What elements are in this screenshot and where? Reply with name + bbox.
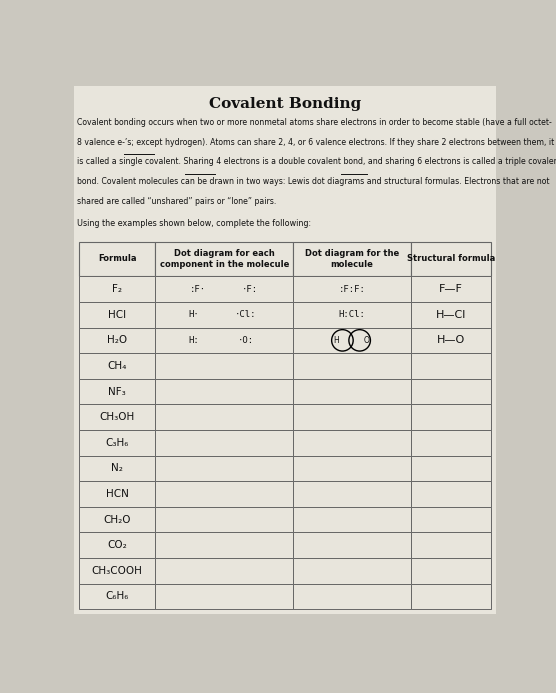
Text: H—Cl: H—Cl [435,310,466,319]
Bar [155,584,293,609]
Text: NF₃: NF₃ [108,387,126,396]
Text: Dot diagram for the
molecule: Dot diagram for the molecule [305,249,399,269]
Text: CH₄: CH₄ [107,361,127,371]
Text: HCl: HCl [108,310,126,319]
Bar [79,277,155,302]
Text: HCN: HCN [106,489,128,499]
Text: Covalent bonding occurs when two or more nonmetal atoms share electrons in order: Covalent bonding occurs when two or more… [77,118,552,127]
Bar [410,455,491,481]
Text: shared are called “unshared” pairs or “lone” pairs.: shared are called “unshared” pairs or “l… [77,197,277,206]
Text: Using the examples shown below, complete the following:: Using the examples shown below, complete… [77,219,311,228]
Bar [410,481,491,507]
Bar [410,242,491,277]
Bar [79,405,155,430]
Bar [79,532,155,558]
Bar [79,507,155,532]
Bar [293,379,410,405]
Text: CH₂O: CH₂O [103,515,131,525]
Text: :F:F:: :F:F: [339,285,365,294]
Bar [410,532,491,558]
Text: 8 valence e-’s; except hydrogen). Atoms can share 2, 4, or 6 valence electrons. : 8 valence e-’s; except hydrogen). Atoms … [77,138,554,147]
Bar [293,328,410,353]
Text: Structural formula: Structural formula [406,254,495,263]
Bar [410,302,491,328]
Bar [79,455,155,481]
Text: :F·: :F· [190,285,206,294]
Bar [293,430,410,455]
Bar [293,584,410,609]
Bar [155,532,293,558]
Bar [410,353,491,379]
Bar [293,242,410,277]
Bar [410,379,491,405]
Bar [410,405,491,430]
Text: ·O:: ·O: [237,336,254,345]
Text: C₆H₆: C₆H₆ [106,592,129,602]
Text: N₂: N₂ [111,464,123,473]
Text: CH₃COOH: CH₃COOH [92,566,142,576]
Bar [155,379,293,405]
Bar [79,481,155,507]
Bar [410,328,491,353]
Bar [155,353,293,379]
Bar [293,558,410,584]
Text: is called a single covalent. Sharing 4 electrons is a double covalent bond, and : is called a single covalent. Sharing 4 e… [77,157,556,166]
Bar [79,242,155,277]
Text: ·F:: ·F: [242,285,258,294]
Bar [293,455,410,481]
Bar [293,405,410,430]
Text: F₂: F₂ [112,284,122,294]
Bar [293,302,410,328]
Text: Dot diagram for each
component in the molecule: Dot diagram for each component in the mo… [160,249,289,269]
Bar [79,558,155,584]
Bar [155,242,293,277]
Text: Formula: Formula [98,254,136,263]
Text: bond. Covalent molecules can be drawn in two ways: Lewis dot diagrams and struct: bond. Covalent molecules can be drawn in… [77,177,550,186]
Bar [79,379,155,405]
Bar [155,455,293,481]
Bar [155,277,293,302]
Bar [410,430,491,455]
Bar [155,430,293,455]
Bar [293,353,410,379]
Bar [155,302,293,328]
Bar [155,507,293,532]
FancyBboxPatch shape [74,86,496,614]
Bar [155,405,293,430]
Bar [293,277,410,302]
Text: O: O [363,336,369,345]
Text: H₂O: H₂O [107,335,127,345]
Text: H:: H: [188,336,200,345]
Bar [155,558,293,584]
Text: H:Cl:: H:Cl: [339,310,365,319]
Text: ·Cl:: ·Cl: [235,310,256,319]
Bar [155,328,293,353]
Text: CO₂: CO₂ [107,541,127,550]
Bar [410,558,491,584]
Text: H·: H· [188,310,200,319]
Text: H: H [333,336,339,345]
Bar [79,302,155,328]
Bar [410,507,491,532]
Bar [79,584,155,609]
Bar [79,430,155,455]
Bar [293,532,410,558]
Bar [293,481,410,507]
Bar [79,353,155,379]
Text: CH₃OH: CH₃OH [100,412,135,422]
Text: F—F: F—F [439,284,463,294]
Text: C₃H₆: C₃H₆ [106,438,129,448]
Bar [155,481,293,507]
Bar [410,277,491,302]
Text: Covalent Bonding: Covalent Bonding [209,96,361,110]
Bar [410,584,491,609]
Bar [79,328,155,353]
Text: H—O: H—O [436,335,465,345]
Bar [293,507,410,532]
